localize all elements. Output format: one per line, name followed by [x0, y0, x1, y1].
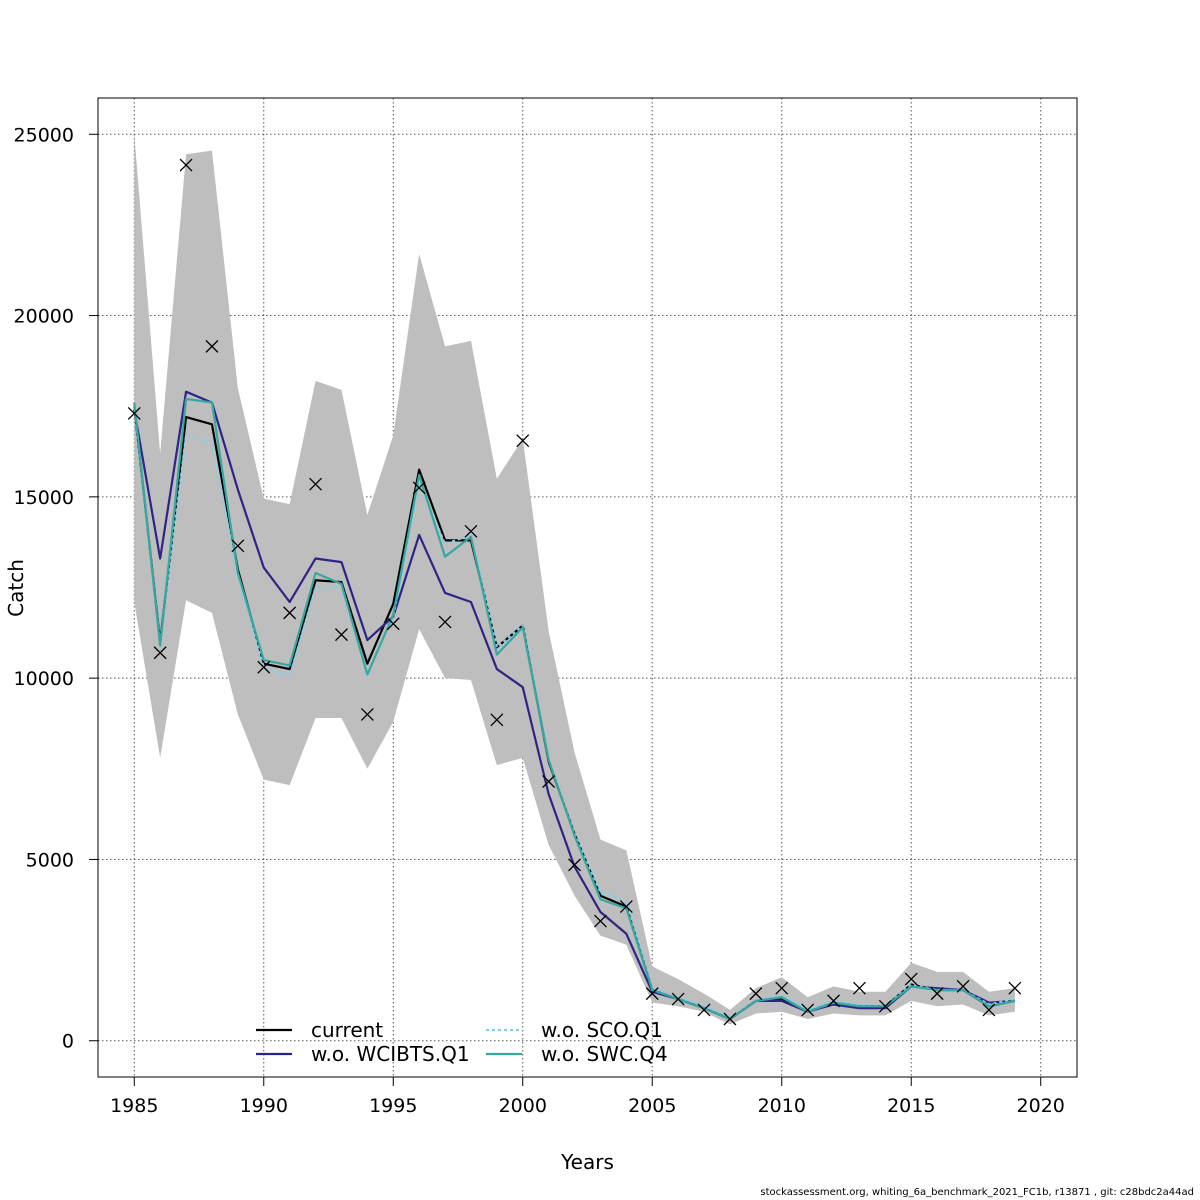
x-tick-label-1985: 1985: [110, 1095, 158, 1117]
observation-marker-2017: [956, 979, 970, 993]
x-tick-label-2005: 2005: [628, 1095, 676, 1117]
legend-label-w-o-swc-q4: w.o. SWC.Q4: [541, 1042, 668, 1066]
observation-marker-1991: [283, 606, 297, 620]
observation-marker-2015: [904, 972, 918, 986]
observation-marker-1989: [231, 539, 245, 553]
observation-marker-1999: [490, 713, 504, 727]
observation-marker-1990: [257, 660, 271, 674]
y-axis-title: Catch: [4, 559, 28, 617]
observation-marker-2005: [645, 987, 659, 1001]
observation-marker-2000: [516, 434, 530, 448]
observation-marker-2013: [852, 981, 866, 995]
confidence-band: [134, 134, 1015, 1025]
observation-marker-1995: [386, 617, 400, 631]
observation-marker-2014: [878, 999, 892, 1013]
y-tick-label-0: 0: [62, 1031, 74, 1053]
observation-marker-1986: [153, 646, 167, 660]
observation-marker-2009: [749, 987, 763, 1001]
observation-marker-1992: [309, 477, 323, 491]
observation-marker-2004: [619, 900, 633, 914]
y-tick-label-20000: 20000: [14, 306, 74, 328]
observation-marker-2016: [930, 987, 944, 1001]
x-tick-label-1995: 1995: [369, 1095, 417, 1117]
observation-marker-1985: [127, 406, 141, 420]
x-axis-title: Years: [560, 1150, 614, 1174]
observation-marker-2001: [542, 775, 556, 788]
observation-marker-1998: [464, 524, 478, 538]
observation-marker-2006: [671, 992, 685, 1006]
y-axis: 0 5000 10000 15000 20000 25000: [14, 124, 99, 1053]
observation-marker-1988: [205, 339, 219, 353]
observation-marker-2011: [801, 1003, 815, 1017]
legend-label-current: current: [311, 1018, 383, 1042]
series-line-w-o-wcibts-q1: [133, 390, 1015, 1021]
x-axis: 1985 1990 1995 2000 2005 2010 2015 2020: [110, 1076, 1065, 1117]
legend-label-w-o-wcibts-q1: w.o. WCIBTS.Q1: [311, 1042, 470, 1066]
x-tick-label-2015: 2015: [887, 1095, 935, 1117]
legend-label-w-o-sco-q1: w.o. SCO.Q1: [541, 1018, 663, 1042]
x-tick-label-2000: 2000: [499, 1095, 547, 1117]
y-tick-label-25000: 25000: [14, 124, 74, 146]
footer-credit: stockassessment.org, whiting_6a_benchmar…: [760, 1187, 1194, 1198]
x-tick-label-2020: 2020: [1017, 1095, 1065, 1117]
observation-marker-2007: [697, 1003, 711, 1017]
x-tick-label-1990: 1990: [240, 1095, 288, 1117]
observation-marker-2018: [982, 1003, 996, 1017]
observation-marker-1993: [334, 628, 348, 642]
observation-marker-1997: [438, 615, 452, 629]
series-lines: [133, 390, 1016, 1021]
observation-markers: [127, 158, 1022, 1026]
observation-marker-1994: [360, 707, 374, 721]
observation-marker-1987: [179, 158, 193, 172]
observation-marker-2002: [568, 858, 582, 872]
observation-marker-2012: [827, 994, 841, 1008]
series-line-w-o-swc-q4: [133, 397, 1016, 1021]
y-tick-label-5000: 5000: [26, 849, 74, 871]
y-tick-label-15000: 15000: [14, 487, 74, 509]
observation-marker-1996: [412, 481, 426, 495]
observation-marker-2003: [593, 914, 607, 928]
x-tick-label-2010: 2010: [758, 1095, 806, 1117]
confidence-band-area: [134, 134, 1015, 1025]
observation-marker-2010: [775, 981, 789, 995]
observation-marker-2008: [723, 1012, 737, 1026]
y-tick-label-10000: 10000: [14, 668, 74, 690]
observation-marker-2019: [1008, 981, 1022, 995]
